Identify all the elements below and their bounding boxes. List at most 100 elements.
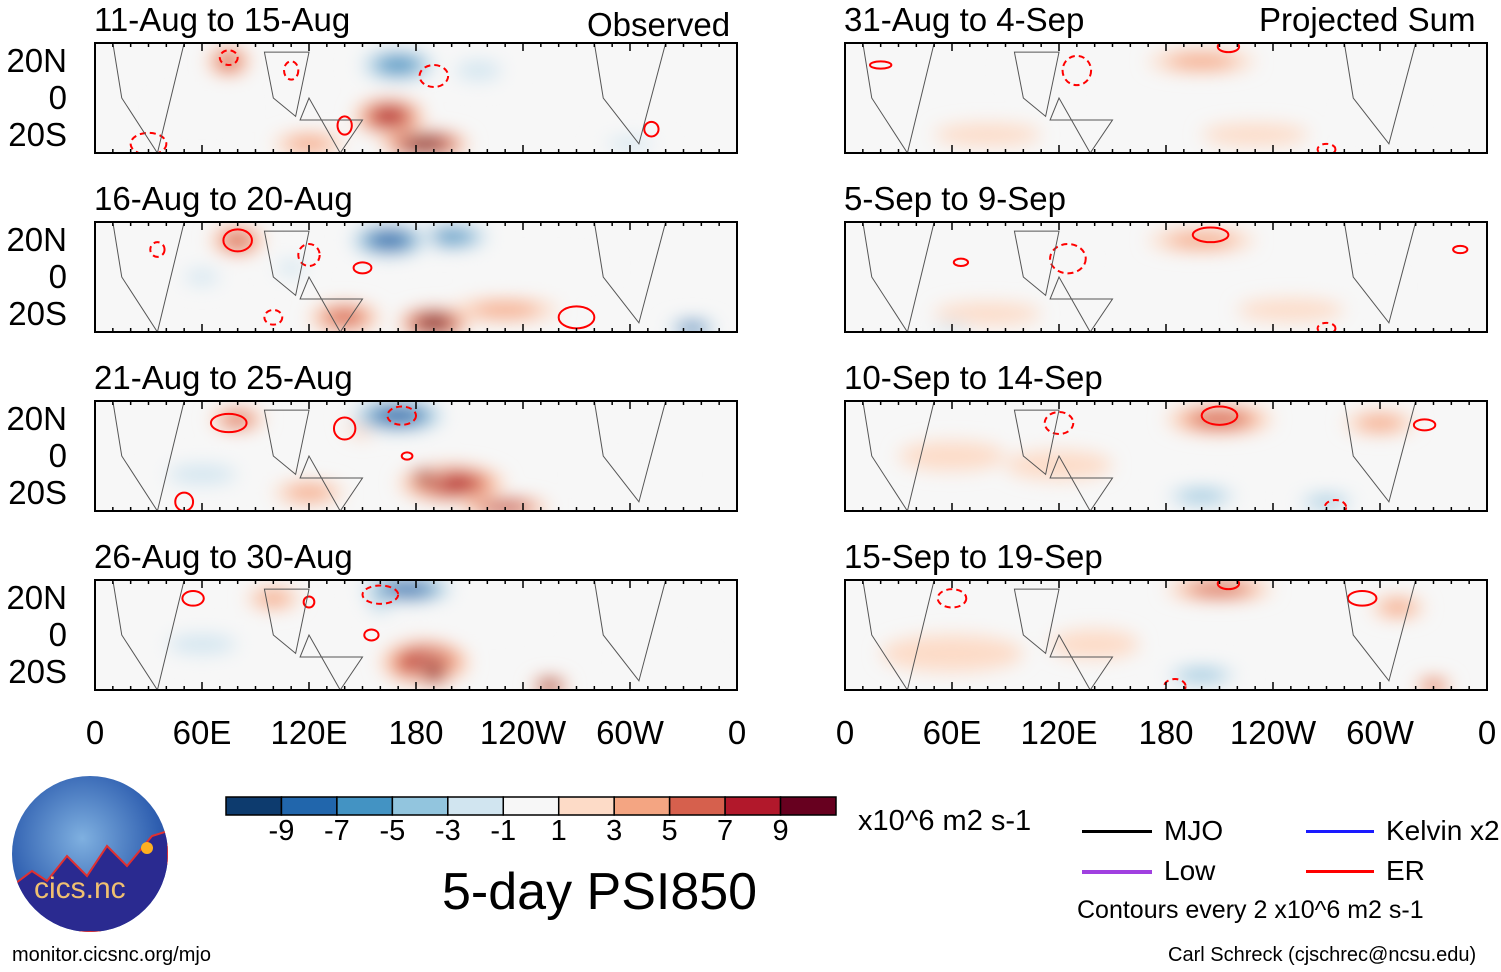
colorbar-label: 7 <box>717 815 734 847</box>
coastline <box>1343 222 1417 324</box>
lon-label: 120W <box>479 714 567 751</box>
coastline <box>593 401 667 503</box>
colorbar-label: 1 <box>550 815 567 847</box>
colorbar-swatch <box>724 796 782 816</box>
legend-kelvin-label: Kelvin x2 <box>1386 815 1500 846</box>
lon-label: 0 <box>1477 714 1497 751</box>
er-contour <box>1191 226 1230 244</box>
er-contour <box>336 115 353 136</box>
coastline <box>1049 275 1114 332</box>
anomaly-shading <box>680 324 705 332</box>
er-contour <box>174 491 195 511</box>
colorbar-swatch <box>447 796 505 816</box>
colorbar-label: -3 <box>434 815 461 847</box>
colorbar-label: -7 <box>324 815 350 847</box>
er-contour <box>1412 418 1437 432</box>
lat-label: 0 <box>48 437 67 474</box>
observed-label: Observed <box>587 6 731 43</box>
lon-label: 180 <box>388 714 444 751</box>
anomaly-shading <box>1237 299 1345 321</box>
colorbar-label: -5 <box>379 815 406 847</box>
lat-label: 20N <box>6 221 67 259</box>
er-contour <box>1452 244 1469 255</box>
coastline <box>299 454 364 511</box>
anomaly-shading <box>934 302 1042 325</box>
anomaly-shading <box>541 682 558 690</box>
cics-logo: cics.nc <box>12 776 168 932</box>
er-contour <box>1316 142 1337 153</box>
colorbar-swatch <box>391 796 449 816</box>
panel-title: 31-Aug to 4-Sep <box>844 1 1085 38</box>
colorbar-swatch <box>557 796 615 816</box>
coastline <box>263 588 310 655</box>
er-contour <box>361 584 400 605</box>
anomaly-shading <box>223 413 252 426</box>
anomaly-shading <box>934 123 1042 146</box>
panel-title: 26-Aug to 30-Aug <box>94 538 353 575</box>
map-panel <box>844 221 1488 333</box>
er-contour <box>1163 678 1187 690</box>
er-contour <box>352 261 373 275</box>
panel-title: 15-Sep to 19-Sep <box>844 538 1103 575</box>
lon-label: 120W <box>1229 714 1317 751</box>
colorbar-swatch <box>280 796 338 816</box>
lon-label: 0 <box>85 714 105 751</box>
coastline <box>862 401 935 511</box>
legend-mjo-line <box>1082 830 1152 833</box>
coastline <box>862 43 935 153</box>
er-contour <box>418 64 450 88</box>
er-contour <box>1049 242 1087 275</box>
panel-title: 10-Sep to 14-Sep <box>844 359 1103 396</box>
anomaly-shading <box>469 258 613 278</box>
anomaly-shading <box>470 302 540 318</box>
er-contour <box>263 309 284 326</box>
anomaly-shading <box>1190 411 1249 428</box>
legend-kelvin-line <box>1306 830 1374 833</box>
anomaly-shading <box>1356 415 1404 431</box>
er-contour <box>297 243 321 267</box>
anomaly-shading <box>277 260 306 275</box>
coastline <box>299 633 364 690</box>
coastline <box>112 401 185 511</box>
er-contour <box>218 49 239 67</box>
lat-label: 20N <box>6 579 67 617</box>
coastline <box>1013 230 1060 297</box>
er-contour <box>386 405 418 426</box>
anomaly-shading <box>255 591 291 606</box>
lat-label: 0 <box>48 616 67 653</box>
projected-label: Projected Sum <box>1259 1 1476 38</box>
footer-url[interactable]: monitor.cicsnc.org/mjo <box>12 944 211 966</box>
legend-er-label: ER <box>1386 855 1425 886</box>
map-panel <box>844 400 1488 512</box>
anomaly-shading <box>576 465 684 484</box>
er-contour <box>643 120 660 138</box>
coastline <box>1049 454 1114 511</box>
panel-title: 16-Aug to 20-Aug <box>94 180 353 217</box>
coastline <box>263 409 310 476</box>
lat-label: 20S <box>8 473 67 511</box>
coastline <box>263 230 310 297</box>
anomaly-shading <box>430 229 473 244</box>
anomaly-shading <box>621 647 711 678</box>
lat-label: 20N <box>6 400 67 438</box>
lat-label: 0 <box>48 79 67 116</box>
coastline <box>862 222 935 332</box>
lat-label: 20S <box>8 294 67 332</box>
er-contour <box>1200 405 1239 426</box>
lon-label: 0 <box>835 714 855 751</box>
coastline <box>1013 409 1060 476</box>
er-contour <box>222 228 253 253</box>
anomaly-shading <box>1380 600 1416 615</box>
anomaly-shading <box>417 473 433 483</box>
coastline <box>1343 43 1417 145</box>
anomaly-shading <box>1050 629 1140 659</box>
er-contour <box>1216 43 1241 54</box>
colorbar-swatch <box>668 796 726 816</box>
anomaly-shading <box>383 582 431 596</box>
anomaly-shading <box>1005 408 1042 431</box>
anomaly-shading <box>1177 490 1226 503</box>
anomaly-shading <box>1177 669 1226 682</box>
colorbar-label: -9 <box>268 815 295 847</box>
anomaly-shading <box>1423 681 1444 690</box>
anomaly-shading <box>374 407 422 424</box>
